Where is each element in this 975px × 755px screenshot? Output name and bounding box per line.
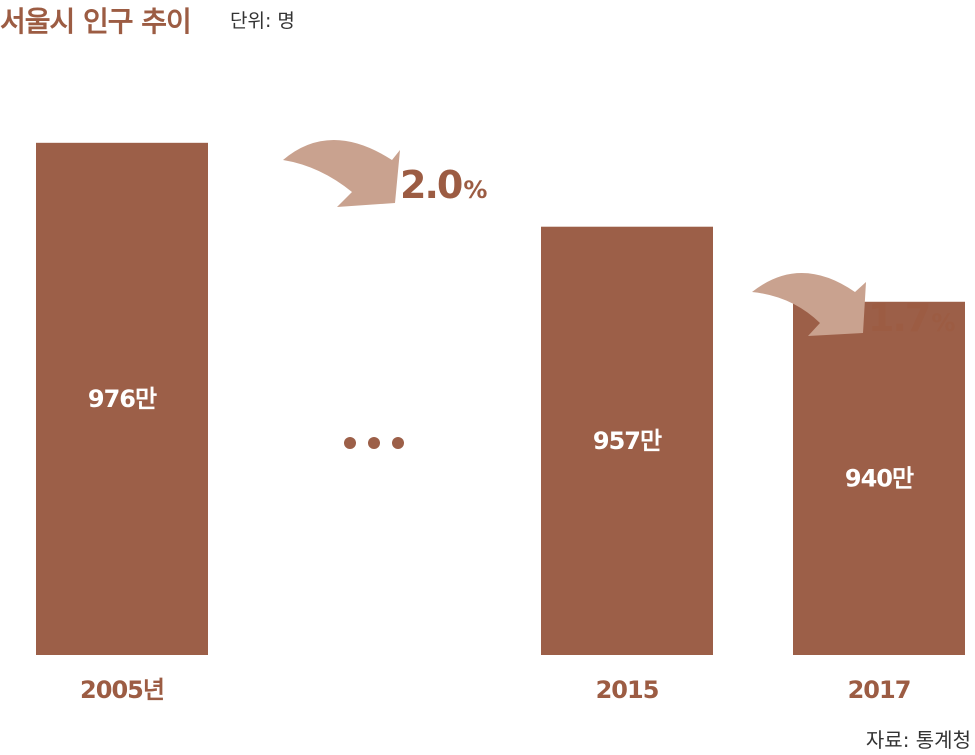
category-label: 2005년: [80, 676, 164, 704]
change-percent-label: 2.0%: [400, 163, 487, 207]
bar-value-label: 976만: [88, 385, 157, 413]
bar: [541, 226, 713, 655]
bar-value-label: 957만: [593, 427, 662, 455]
bar: [36, 142, 208, 656]
bar: [793, 301, 965, 655]
category-label: 2017: [848, 676, 911, 704]
ellipsis-dot: [392, 437, 404, 449]
chart-title: 서울시 인구 추이: [0, 5, 192, 38]
source-label: 자료: 통계청: [865, 728, 971, 752]
bar-value-label: 940만: [845, 464, 914, 492]
trend-arrow: [283, 140, 400, 207]
ellipsis-dot: [344, 437, 356, 449]
unit-label: 단위: 명: [230, 10, 295, 32]
trend-arrow: [752, 273, 866, 336]
change-percent-label: 1.7%: [868, 296, 955, 340]
category-label: 2015: [596, 676, 659, 704]
ellipsis-dot: [368, 437, 380, 449]
